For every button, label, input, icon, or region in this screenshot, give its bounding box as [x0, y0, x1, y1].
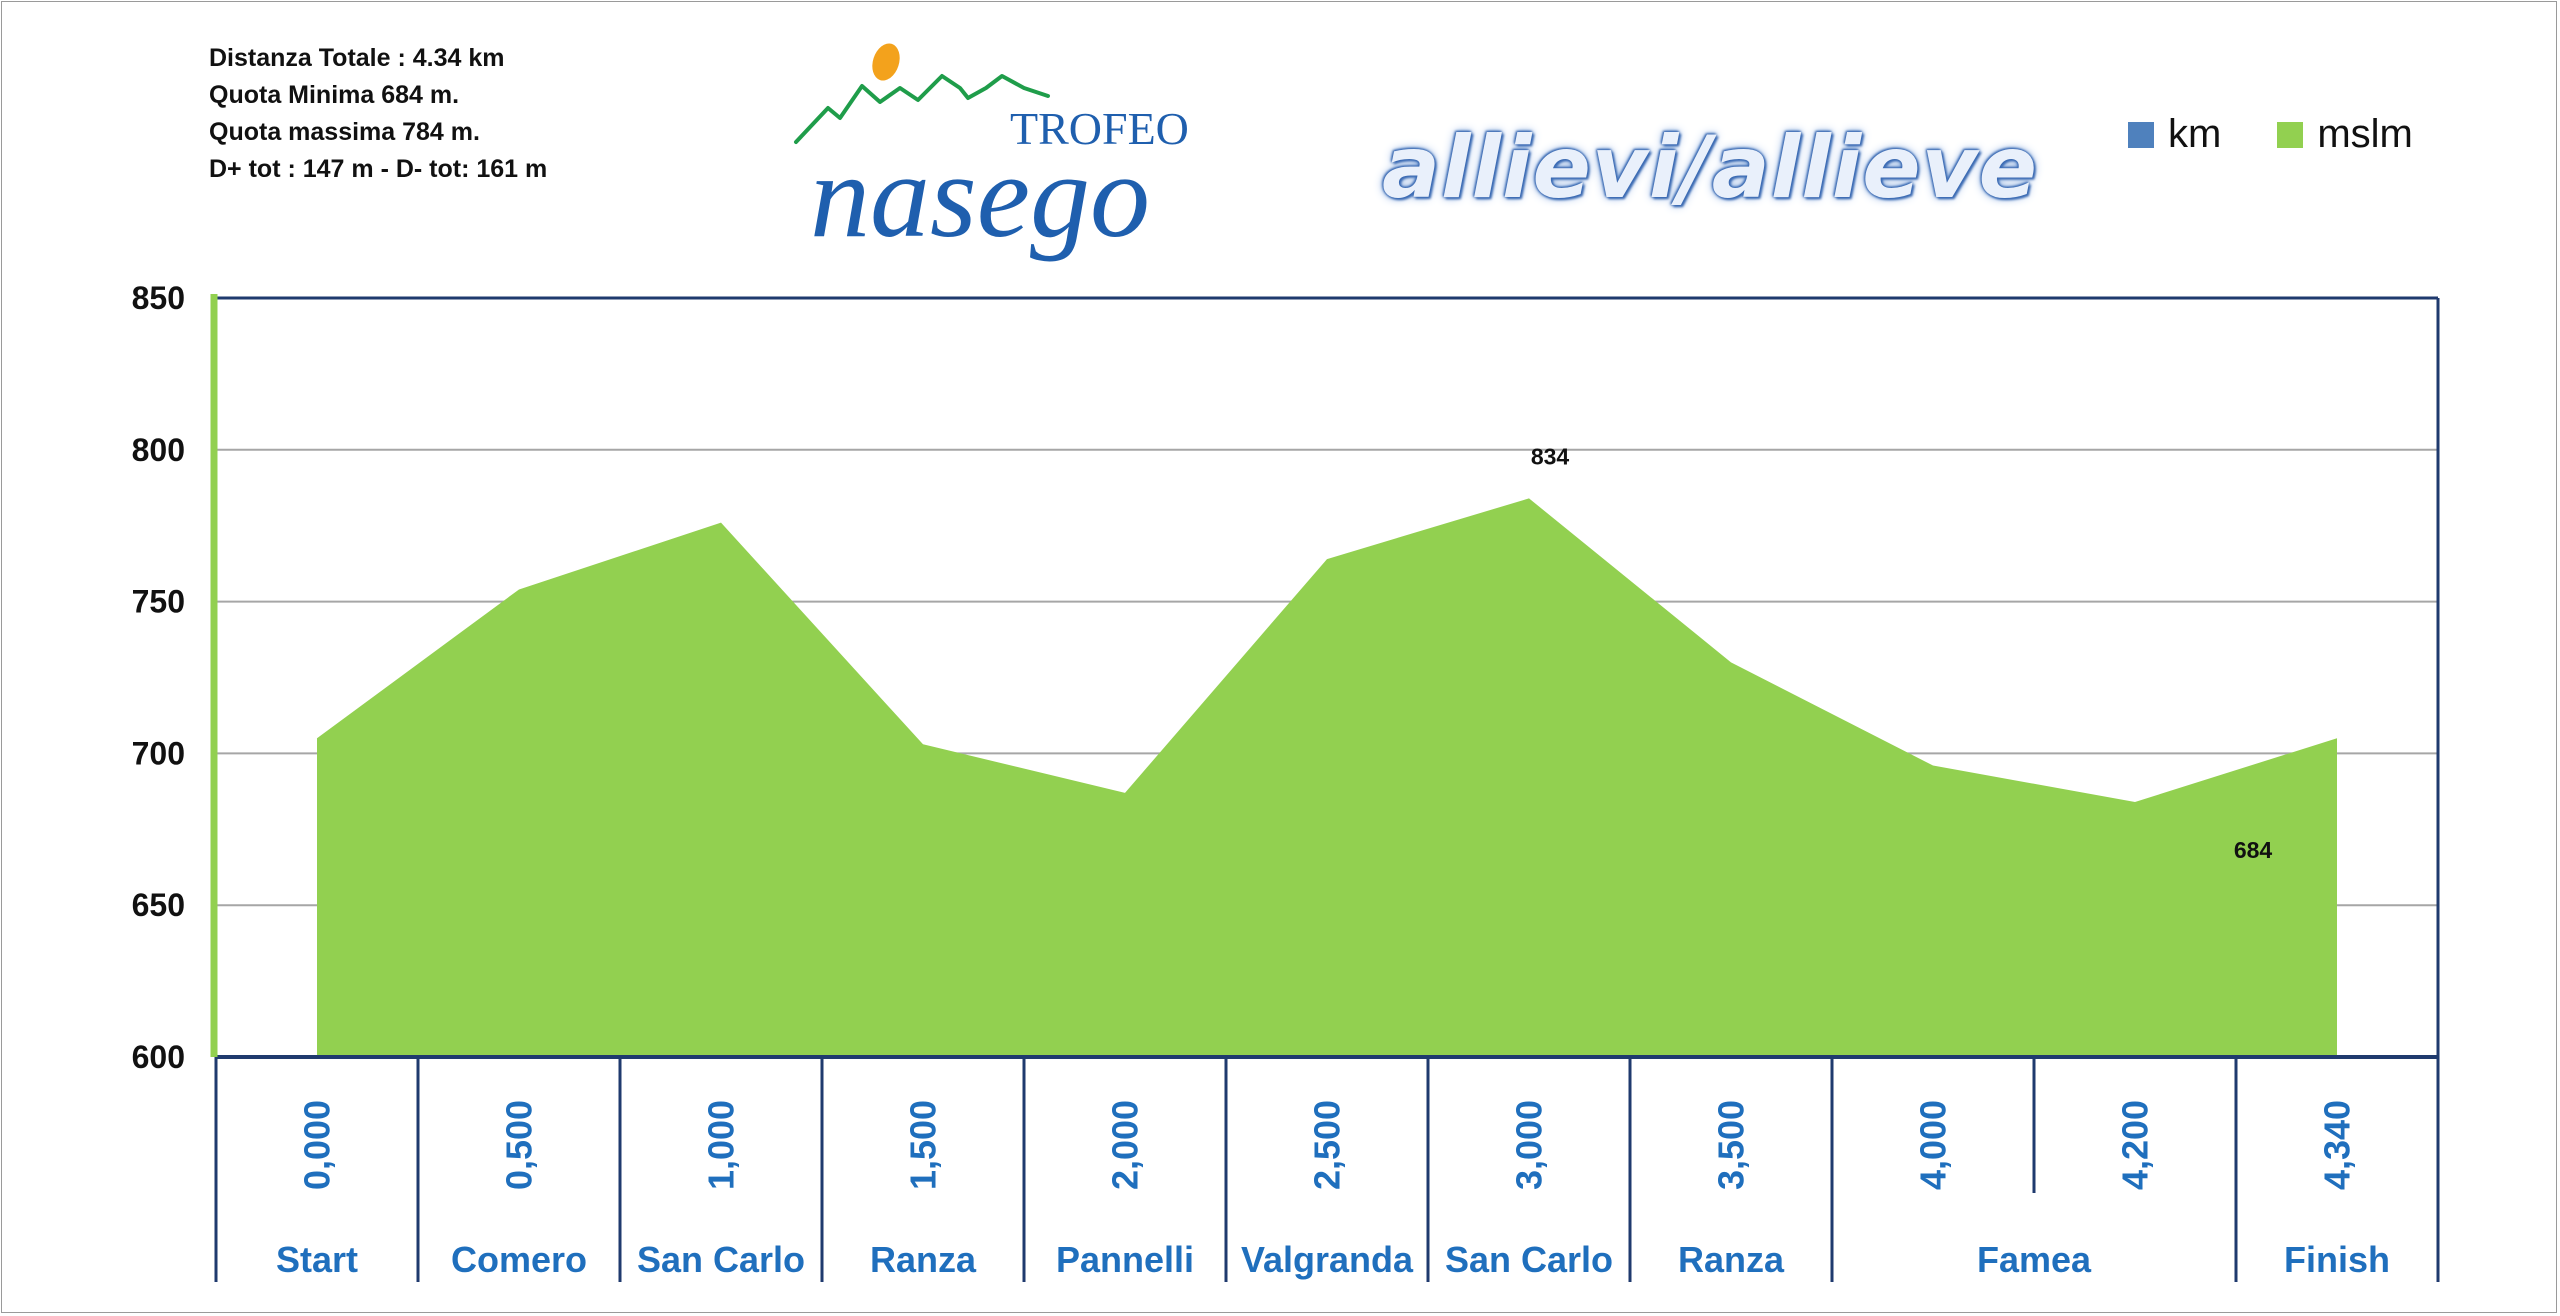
y-tick-850: 850 [132, 280, 185, 316]
place-name-3: Ranza [870, 1239, 977, 1280]
x-tick-6: 3,000 [1509, 1100, 1550, 1190]
legend-swatch-km [2128, 121, 2154, 148]
place-name-0: Start [276, 1239, 358, 1280]
y-tick-650: 650 [132, 887, 185, 923]
place-name-8: Famea [1977, 1239, 2092, 1280]
min-altitude: Quota Minima 684 m. [209, 81, 460, 109]
place-name-7: Ranza [1678, 1239, 1785, 1280]
logo-top-text: TROFEO [1010, 103, 1189, 154]
category-title: allievi/allieve [1382, 118, 2038, 218]
x-tick-2: 1,000 [701, 1100, 742, 1190]
y-tick-600: 600 [132, 1039, 185, 1075]
y-tick-labels: 600 650 700 750 800 850 [132, 280, 185, 1075]
x-tick-3: 1,500 [903, 1100, 944, 1190]
max-altitude: Quota massima 784 m. [209, 118, 480, 146]
place-name-5: Valgranda [1241, 1239, 1414, 1280]
legend-swatch-mslm [2277, 121, 2304, 148]
x-tick-9: 4,200 [2115, 1100, 2156, 1190]
place-name-4: Pannelli [1056, 1239, 1194, 1280]
legend-item-km: km [2128, 112, 2221, 157]
x-tick-10: 4,340 [2317, 1100, 2358, 1190]
x-tick-4: 2,000 [1105, 1100, 1146, 1190]
y-tick-750: 750 [132, 584, 185, 620]
y-tick-700: 700 [132, 735, 185, 771]
x-tick-1: 0,500 [499, 1100, 540, 1190]
race-stats: Distanza Totale : 4.34 km Quota Minima 6… [209, 40, 547, 188]
axes [210, 294, 2440, 1282]
elevation-area [316, 498, 2338, 1058]
data-label-1: 684 [2234, 837, 2273, 863]
total-distance: Distanza Totale : 4.34 km [209, 44, 505, 72]
place-name-labels: Start Comero San Carlo Ranza Pannelli Valgran… [276, 1239, 2390, 1280]
legend-item-mslm: mslm [2277, 112, 2413, 157]
trofeo-nasego-logo: TROFEO nasego [794, 43, 1189, 262]
legend-label-km: km [2168, 112, 2222, 156]
x-tick-labels: 0,000 0,500 1,000 1,500 2,000 2,500 3,000 3,500… [297, 1100, 2358, 1190]
y-tick-800: 800 [132, 432, 185, 468]
place-name-9: Finish [2284, 1239, 2390, 1280]
x-tick-7: 3,500 [1711, 1100, 1752, 1190]
x-tick-5: 2,500 [1307, 1100, 1348, 1190]
x-tick-0: 0,000 [297, 1100, 338, 1190]
legend-label-mslm: mslm [2317, 112, 2413, 156]
legend: km mslm [2128, 112, 2469, 157]
x-tick-8: 4,000 [1913, 1100, 1954, 1190]
elevation-area-series [317, 498, 2337, 1058]
place-name-2: San Carlo [637, 1239, 805, 1280]
place-name-6: San Carlo [1445, 1239, 1613, 1280]
logo-name-text: nasego [810, 129, 1150, 262]
place-name-1: Comero [451, 1239, 587, 1280]
data-label-0: 834 [1531, 443, 1570, 469]
elevation-gain-loss: D+ tot : 147 m - D- tot: 161 m [209, 155, 548, 183]
data-labels: 834 684 [1531, 443, 2273, 863]
